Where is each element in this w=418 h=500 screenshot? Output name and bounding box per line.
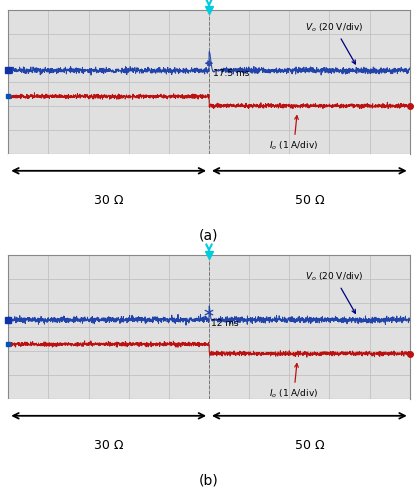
Text: 30 Ω: 30 Ω [94, 194, 123, 207]
Text: $I_o$ (1 A/div): $I_o$ (1 A/div) [269, 364, 319, 401]
Text: 17.5 ms: 17.5 ms [213, 69, 249, 78]
Text: 50 Ω: 50 Ω [295, 194, 324, 207]
Text: (b): (b) [199, 474, 219, 488]
Text: 12 ms: 12 ms [212, 318, 239, 328]
Text: (a): (a) [199, 228, 219, 242]
Text: $I_o$ (1 A/div): $I_o$ (1 A/div) [269, 116, 319, 152]
Text: 50 Ω: 50 Ω [295, 440, 324, 452]
Text: $V_o$ (20 V/div): $V_o$ (20 V/div) [305, 21, 364, 64]
Text: $V_o$ (20 V/div): $V_o$ (20 V/div) [305, 270, 364, 314]
Text: 30 Ω: 30 Ω [94, 440, 123, 452]
